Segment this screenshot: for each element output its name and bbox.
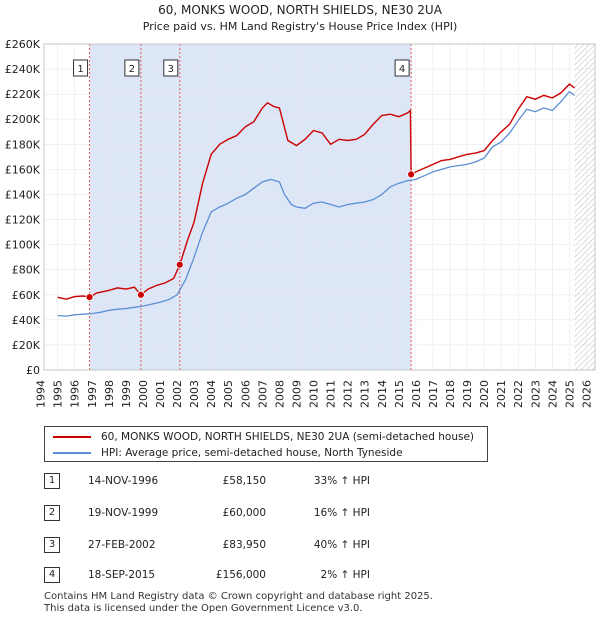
x-tick-label: 2020 [478,380,491,408]
x-tick-label: 2025 [563,380,576,408]
x-tick-label: 2023 [529,380,542,408]
x-tick-label: 2006 [239,380,252,408]
legend-swatch-property [53,436,91,438]
x-tick-label: 2015 [393,380,406,408]
sale-date: 14-NOV-1996 [88,475,159,487]
y-tick-label: £20K [12,339,41,352]
y-tick-label: £160K [5,163,41,176]
x-tick-label: 2018 [444,380,457,408]
x-tick-label: 2026 [580,380,593,408]
ownership-shade [89,44,412,370]
sale-label: 3 [168,64,174,75]
sale-label-box [394,59,410,77]
sale-point [175,260,184,269]
sale-label-box [124,59,140,77]
y-tick-label: £0 [26,364,40,377]
y-tick-label: £260K [5,38,41,51]
legend-item-property: 60, MONKS WOOD, NORTH SHIELDS, NE30 2UA … [53,429,474,445]
x-tick-label: 1998 [103,380,116,408]
x-tick-label: 2016 [410,380,423,408]
x-tick-label: 2022 [512,380,525,408]
y-tick-label: £60K [12,289,41,302]
chart-legend: 60, MONKS WOOD, NORTH SHIELDS, NE30 2UA … [44,426,488,462]
footer-attribution: Contains HM Land Registry data © Crown c… [44,591,433,615]
sale-point [136,290,145,299]
hpi-series-line [57,90,575,317]
x-tick-label: 2011 [325,380,338,408]
sale-row: 2 19-NOV-1999 £60,000 16% ↑ HPI [0,504,600,524]
sale-number-badge: 3 [44,537,60,553]
y-tick-label: £180K [5,138,41,151]
sale-label: 1 [77,64,83,75]
x-tick-label: 1999 [120,380,133,408]
footer-line-2: This data is licensed under the Open Gov… [44,603,363,614]
x-tick-label: 2021 [495,380,508,408]
x-tick-label: 2009 [290,380,303,408]
x-tick-label: 2024 [546,380,559,408]
sale-hpi-diff: 40% ↑ HPI [313,539,370,551]
x-tick-label: 2000 [137,380,150,408]
x-tick-label: 1996 [69,380,82,408]
sale-label: 4 [399,64,405,75]
legend-item-hpi: HPI: Average price, semi-detached house,… [53,445,403,461]
sale-price: £156,000 [215,569,266,581]
sale-date: 18-SEP-2015 [88,569,156,581]
y-tick-label: £120K [5,214,41,227]
footer-line-1: Contains HM Land Registry data © Crown c… [44,591,433,602]
x-tick-label: 2001 [154,380,167,408]
x-tick-label: 2019 [461,380,474,408]
sale-hpi-diff: 2% ↑ HPI [320,569,370,581]
y-tick-label: £140K [5,188,41,201]
y-tick-label: £100K [5,239,41,252]
sale-point [407,170,416,179]
forecast-hatch [574,44,595,370]
y-tick-label: £200K [5,113,41,126]
sale-label: 2 [129,64,135,75]
sale-label-box [163,59,179,77]
x-tick-label: 2004 [205,380,218,408]
x-tick-label: 2008 [273,380,286,408]
x-tick-label: 1994 [35,380,48,408]
sale-price: £58,150 [222,475,266,487]
x-tick-label: 2014 [376,380,389,408]
x-tick-label: 2012 [342,380,355,408]
sale-row: 3 27-FEB-2002 £83,950 40% ↑ HPI [0,536,600,556]
sale-row: 4 18-SEP-2015 £156,000 2% ↑ HPI [0,566,600,586]
y-tick-label: £240K [5,63,41,76]
sale-number-badge: 4 [44,567,60,583]
sale-hpi-diff: 33% ↑ HPI [313,475,370,487]
plot-frame [43,43,596,371]
sale-date: 19-NOV-1999 [88,507,159,519]
y-tick-label: £220K [5,88,41,101]
x-tick-label: 2002 [171,380,184,408]
sale-number-badge: 1 [44,473,60,489]
x-tick-label: 1995 [52,380,65,408]
sale-number-badge: 2 [44,505,60,521]
x-tick-label: 1997 [86,380,99,408]
x-tick-label: 2017 [427,380,440,408]
x-tick-label: 2007 [256,380,269,408]
y-tick-label: £40K [12,314,41,327]
sale-price: £60,000 [222,507,266,519]
property-series-line [57,83,575,300]
x-tick-label: 2010 [308,380,321,408]
y-tick-label: £80K [12,264,41,277]
x-tick-label: 2013 [359,380,372,408]
sale-date: 27-FEB-2002 [88,539,156,551]
sale-row: 1 14-NOV-1996 £58,150 33% ↑ HPI [0,472,600,492]
legend-label-hpi: HPI: Average price, semi-detached house,… [101,447,403,459]
price-chart: 60, MONKS WOOD, NORTH SHIELDS, NE30 2UA … [5,3,596,408]
x-tick-label: 2005 [222,380,235,408]
legend-label-property: 60, MONKS WOOD, NORTH SHIELDS, NE30 2UA … [101,431,475,443]
sale-hpi-diff: 16% ↑ HPI [313,507,370,519]
x-tick-label: 2003 [188,380,201,408]
sale-label-box [73,59,89,77]
legend-swatch-hpi [53,452,91,454]
chart-title: 60, MONKS WOOD, NORTH SHIELDS, NE30 2UA [158,3,443,17]
sale-point [85,293,94,301]
sale-price: £83,950 [222,539,266,551]
chart-subtitle: Price paid vs. HM Land Registry's House … [143,20,458,33]
